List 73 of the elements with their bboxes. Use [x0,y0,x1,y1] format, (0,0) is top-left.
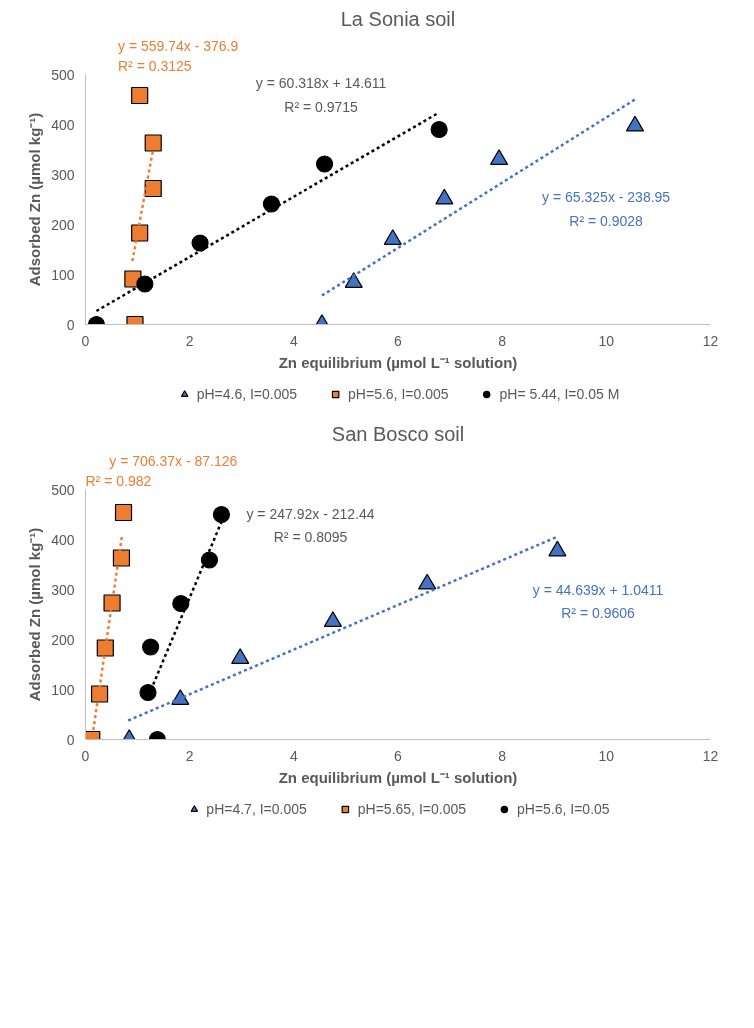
legend-label: pH=5.6, I=0.05 [516,801,610,817]
y-tick-label: 500 [51,66,75,83]
point [418,573,437,590]
point [144,134,162,152]
point [262,195,281,213]
point [344,272,363,289]
y-tick-label: 300 [51,581,75,598]
x-tick-label: 8 [498,332,507,349]
legend-label: pH=5.65, I=0.005 [357,801,466,817]
x-tick-label: 2 [185,332,194,349]
point [430,120,448,139]
legend-label: pH=5.6, I=0.005 [348,386,449,402]
point [212,505,231,524]
point [323,611,342,628]
y-tick-label: 400 [51,116,75,133]
point [171,689,190,706]
text: R² = 0.982 [85,472,152,489]
y-tick-label: 400 [51,531,75,548]
legend-label: pH= 5.44, I=0.05 M [499,386,620,402]
x-axis-title: Zn equilibrium (µmol L⁻¹ solution) [278,768,518,786]
point [144,179,162,198]
x-tick-label: 0 [81,332,90,349]
x-tick-label: 12 [702,747,719,764]
y-axis-title: Adsorbed Zn (µmol kg⁻¹) [26,527,44,702]
x-axis-title: Zn equilibrium (µmol L⁻¹ solution) [278,353,518,371]
legend-label: pH=4.6, I=0.005 [196,386,298,402]
y-tick-label: 200 [51,216,75,233]
point [383,229,402,246]
point [172,594,190,613]
point [142,638,160,656]
chart-title: San Bosco soil [331,422,465,445]
y-axis-title: Adsorbed Zn (µmol kg⁻¹) [26,112,44,287]
point [489,149,509,166]
x-tick-label: 12 [702,332,719,349]
legend-label: pH=4.7, I=0.005 [206,801,307,817]
annotation: R² = 0.8095 [273,529,348,545]
x-tick-label: 6 [394,747,403,764]
x-tick-label: 2 [185,747,194,764]
point [96,639,114,657]
chart-title: La Sonia soil [340,7,456,30]
point [435,188,454,205]
x-tick-label: 6 [394,332,403,349]
x-tick-label: 4 [289,747,298,764]
annotation: R² = 0.9028 [569,213,644,229]
point [200,551,219,569]
point [231,648,250,665]
text: y = 706.37x - 87.126 [109,452,238,469]
point [315,155,334,173]
text: y = 559.74x - 376.9 [118,37,239,54]
annotation: y = 247.92x - 212.44 [246,506,375,522]
x-tick-label: 4 [289,332,298,349]
x-tick-label: 10 [598,747,615,764]
y-tick-label: 200 [51,631,75,648]
x-tick-label: 10 [598,332,615,349]
x-tick-label: 8 [498,747,507,764]
point [131,224,149,242]
y-tick-label: 300 [51,166,75,183]
y-tick-label: 0 [66,316,75,333]
y-tick-label: 500 [51,481,75,498]
annotation: R² = 0.9606 [561,605,635,621]
y-tick-label: 100 [51,266,75,283]
point [103,594,121,612]
point [131,86,149,105]
point [114,503,133,522]
annotation: R² = 0.9715 [284,99,359,115]
y-tick-label: 0 [66,731,75,748]
annotation: y = 60.318x + 14.611 [255,75,387,91]
text: R² = 0.3125 [118,57,192,74]
y-tick-label: 100 [51,681,75,698]
annotation: y = 65.325x - 238.95 [542,188,671,205]
point [112,549,131,567]
x-tick-label: 0 [81,747,90,764]
annotation: y = 44.639x + 1.0411 [532,581,664,598]
